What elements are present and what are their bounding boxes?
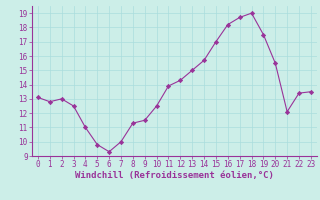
X-axis label: Windchill (Refroidissement éolien,°C): Windchill (Refroidissement éolien,°C): [75, 171, 274, 180]
